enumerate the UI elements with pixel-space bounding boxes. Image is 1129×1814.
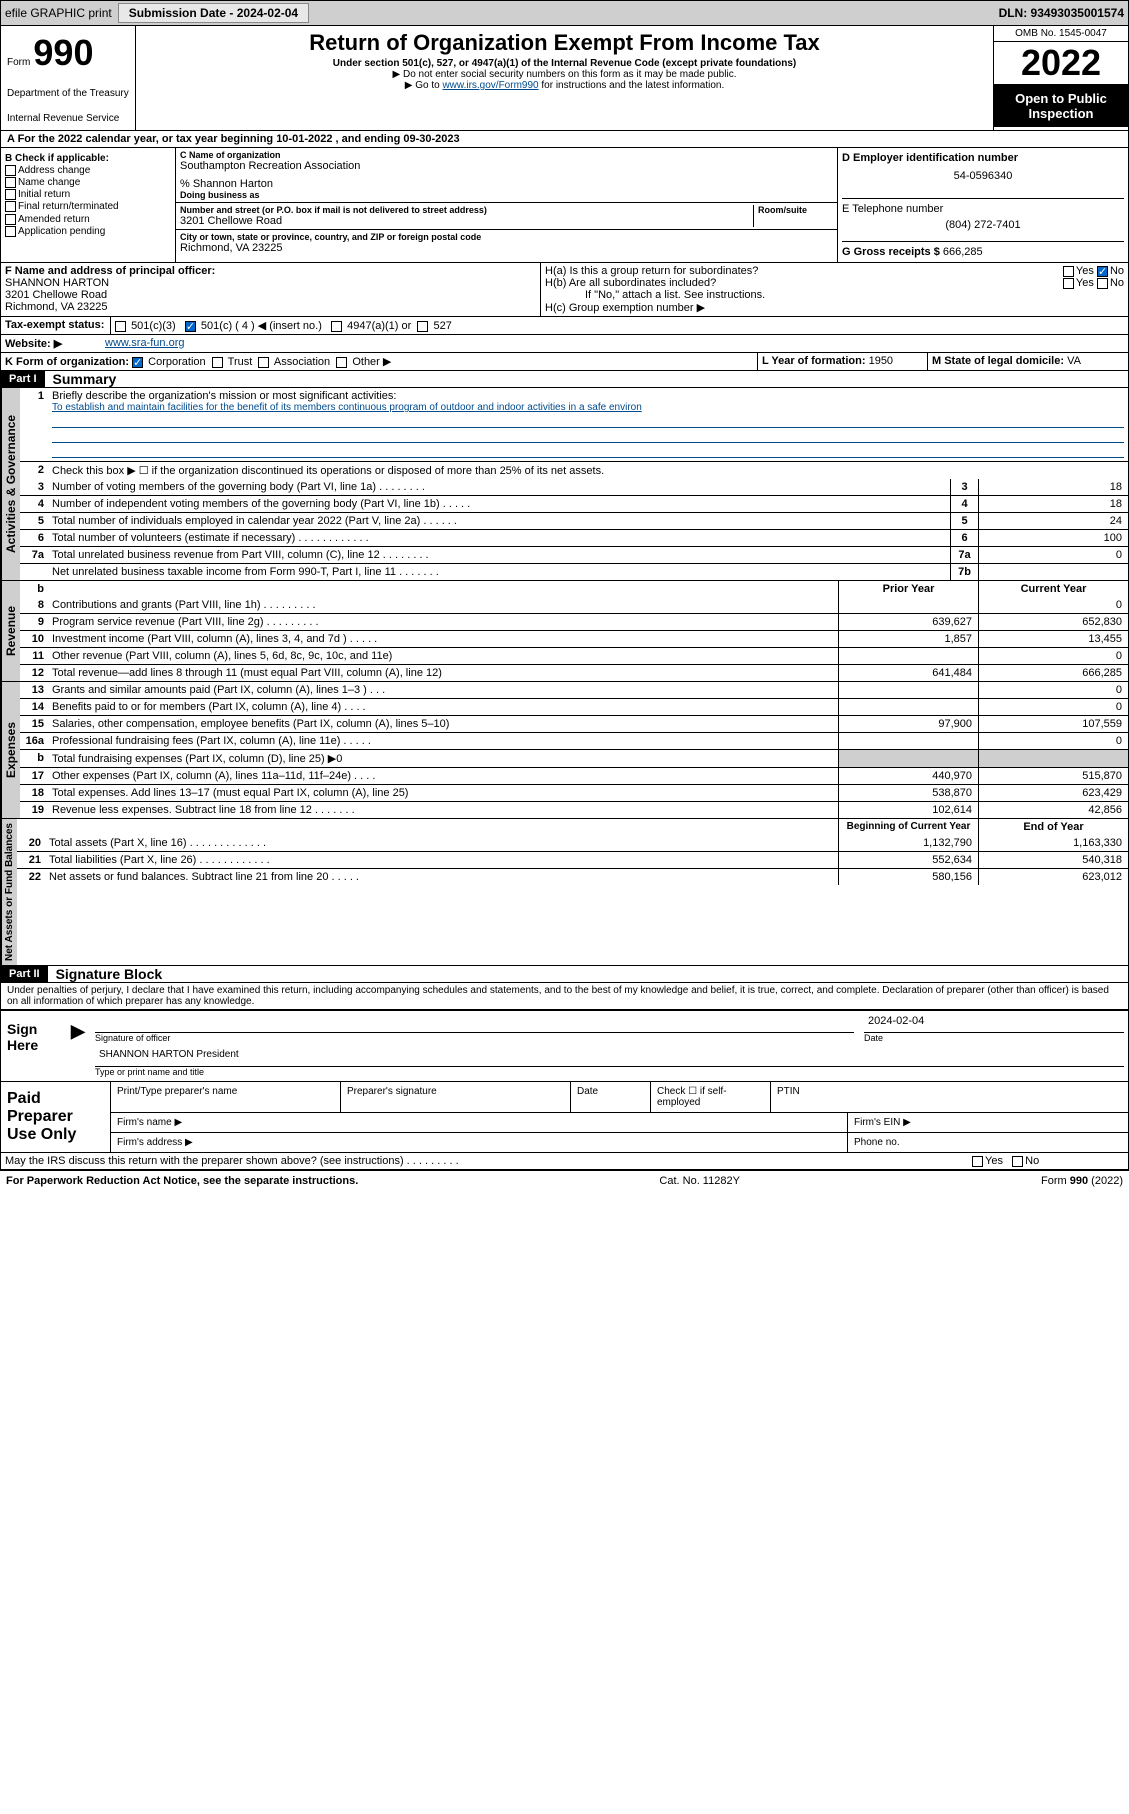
cb-final-return[interactable]: Final return/terminated	[5, 201, 171, 212]
subtitle-1: Under section 501(c), 527, or 4947(a)(1)…	[144, 58, 985, 69]
cb-501c[interactable]	[185, 321, 196, 332]
irs-link[interactable]: www.irs.gov/Form990	[442, 80, 538, 91]
open-public-badge: Open to Public Inspection	[994, 85, 1128, 127]
ein-value: 54-0596340	[842, 170, 1124, 182]
penalty-statement: Under penalties of perjury, I declare th…	[0, 983, 1129, 1009]
top-toolbar: efile GRAPHIC print Submission Date - 20…	[0, 0, 1129, 26]
table-row: 9Program service revenue (Part VIII, lin…	[20, 613, 1128, 630]
cb-trust[interactable]	[212, 357, 223, 368]
identity-block: B Check if applicable: Address change Na…	[0, 148, 1129, 263]
cb-discuss-no[interactable]	[1012, 1156, 1023, 1167]
org-name: Southampton Recreation Association	[180, 160, 833, 172]
cb-initial-return[interactable]: Initial return	[5, 189, 171, 200]
sig-date: 2024-02-04	[864, 1015, 1124, 1033]
city-state-zip: Richmond, VA 23225	[180, 242, 833, 254]
tab-revenue: Revenue	[1, 581, 20, 681]
care-of: % Shannon Harton	[180, 178, 833, 190]
subtitle-3: ▶ Go to www.irs.gov/Form990 for instruct…	[144, 80, 985, 91]
table-row: Net unrelated business taxable income fr…	[20, 563, 1128, 580]
year-formation: 1950	[869, 355, 893, 367]
table-row: 13Grants and similar amounts paid (Part …	[20, 682, 1128, 698]
cb-501c3[interactable]	[115, 321, 126, 332]
tab-governance: Activities & Governance	[1, 388, 20, 580]
cb-4947[interactable]	[331, 321, 342, 332]
page-footer: For Paperwork Reduction Act Notice, see …	[0, 1171, 1129, 1191]
table-row: 5Total number of individuals employed in…	[20, 512, 1128, 529]
check-applicable-col: B Check if applicable: Address change Na…	[1, 148, 176, 262]
summary-revenue: Revenue b Prior Year Current Year 8Contr…	[0, 581, 1129, 682]
website-row: Website: ▶ www.sra-fun.org	[0, 335, 1129, 353]
preparer-block: Paid Preparer Use Only Print/Type prepar…	[0, 1082, 1129, 1153]
table-row: 11Other revenue (Part VIII, column (A), …	[20, 647, 1128, 664]
tax-exempt-row: Tax-exempt status: 501(c)(3) 501(c) ( 4 …	[0, 317, 1129, 335]
tax-year: 2022	[994, 42, 1128, 85]
form-label: Form	[7, 57, 30, 68]
table-row: 14Benefits paid to or for members (Part …	[20, 698, 1128, 715]
cb-other[interactable]	[336, 357, 347, 368]
signature-block: Sign Here ▶ Signature of officer 2024-02…	[0, 1009, 1129, 1082]
cb-assoc[interactable]	[258, 357, 269, 368]
table-row: 16aProfessional fundraising fees (Part I…	[20, 732, 1128, 749]
table-row: 20Total assets (Part X, line 16) . . . .…	[17, 835, 1128, 851]
table-row: 12Total revenue—add lines 8 through 11 (…	[20, 664, 1128, 681]
table-row: 6Total number of volunteers (estimate if…	[20, 529, 1128, 546]
table-row: 17Other expenses (Part IX, column (A), l…	[20, 767, 1128, 784]
officer-printed-name: SHANNON HARTON President	[95, 1049, 1124, 1067]
cb-address-change[interactable]: Address change	[5, 165, 171, 176]
mission-text: To establish and maintain facilities for…	[52, 402, 1124, 413]
table-row: bTotal fundraising expenses (Part IX, co…	[20, 749, 1128, 767]
form-header: Form 990 Department of the Treasury Inte…	[0, 26, 1129, 131]
table-row: 4Number of independent voting members of…	[20, 495, 1128, 512]
table-row: 21Total liabilities (Part X, line 26) . …	[17, 851, 1128, 868]
officer-name: SHANNON HARTON	[5, 277, 536, 289]
org-name-block: C Name of organization Southampton Recre…	[176, 148, 838, 262]
part-ii-header: Part II Signature Block	[0, 966, 1129, 983]
table-row: 8Contributions and grants (Part VIII, li…	[20, 597, 1128, 613]
cb-amended-return[interactable]: Amended return	[5, 214, 171, 225]
cb-527[interactable]	[417, 321, 428, 332]
table-row: 18Total expenses. Add lines 13–17 (must …	[20, 784, 1128, 801]
h-b-yesno: Yes No	[1063, 277, 1124, 289]
dept-treasury: Department of the Treasury	[7, 88, 129, 99]
form-org-row: K Form of organization: Corporation Trus…	[0, 353, 1129, 371]
cb-name-change[interactable]: Name change	[5, 177, 171, 188]
omb-number: OMB No. 1545-0047	[994, 26, 1128, 42]
cb-corp[interactable]	[132, 357, 143, 368]
part-i-header: Part I Summary	[0, 371, 1129, 388]
officer-group-block: F Name and address of principal officer:…	[0, 263, 1129, 317]
tax-period: A For the 2022 calendar year, or tax yea…	[0, 131, 1129, 148]
state-domicile: VA	[1067, 355, 1081, 367]
tab-netassets: Net Assets or Fund Balances	[1, 819, 17, 965]
website-link[interactable]: www.sra-fun.org	[105, 337, 184, 349]
arrow-icon: ▶	[71, 1021, 85, 1041]
tab-expenses: Expenses	[1, 682, 20, 818]
discuss-row: May the IRS discuss this return with the…	[0, 1153, 1129, 1171]
dln-label: DLN: 93493035001574	[999, 6, 1124, 20]
street-address: 3201 Chellowe Road	[180, 215, 753, 227]
irs-label: Internal Revenue Service	[7, 113, 129, 124]
form-number: 990	[33, 32, 93, 73]
ein-phone-col: D Employer identification number 54-0596…	[838, 148, 1128, 262]
form-title: Return of Organization Exempt From Incom…	[144, 30, 985, 56]
table-row: 22Net assets or fund balances. Subtract …	[17, 868, 1128, 885]
efile-label: efile GRAPHIC print	[5, 6, 112, 20]
table-row: 15Salaries, other compensation, employee…	[20, 715, 1128, 732]
h-a-yesno: Yes No	[1063, 265, 1124, 277]
cb-discuss-yes[interactable]	[972, 1156, 983, 1167]
table-row: 7aTotal unrelated business revenue from …	[20, 546, 1128, 563]
submission-date-button[interactable]: Submission Date - 2024-02-04	[118, 3, 309, 23]
cb-application-pending[interactable]: Application pending	[5, 226, 171, 237]
summary-expenses: Expenses 13Grants and similar amounts pa…	[0, 682, 1129, 819]
summary-governance: Activities & Governance 1 Briefly descri…	[0, 388, 1129, 581]
table-row: 19Revenue less expenses. Subtract line 1…	[20, 801, 1128, 818]
gross-receipts: 666,285	[943, 246, 983, 258]
phone-value: (804) 272-7401	[842, 219, 1124, 231]
summary-netassets: Net Assets or Fund Balances Beginning of…	[0, 819, 1129, 966]
subtitle-2: ▶ Do not enter social security numbers o…	[144, 69, 985, 80]
table-row: 10Investment income (Part VIII, column (…	[20, 630, 1128, 647]
table-row: 3Number of voting members of the governi…	[20, 479, 1128, 495]
